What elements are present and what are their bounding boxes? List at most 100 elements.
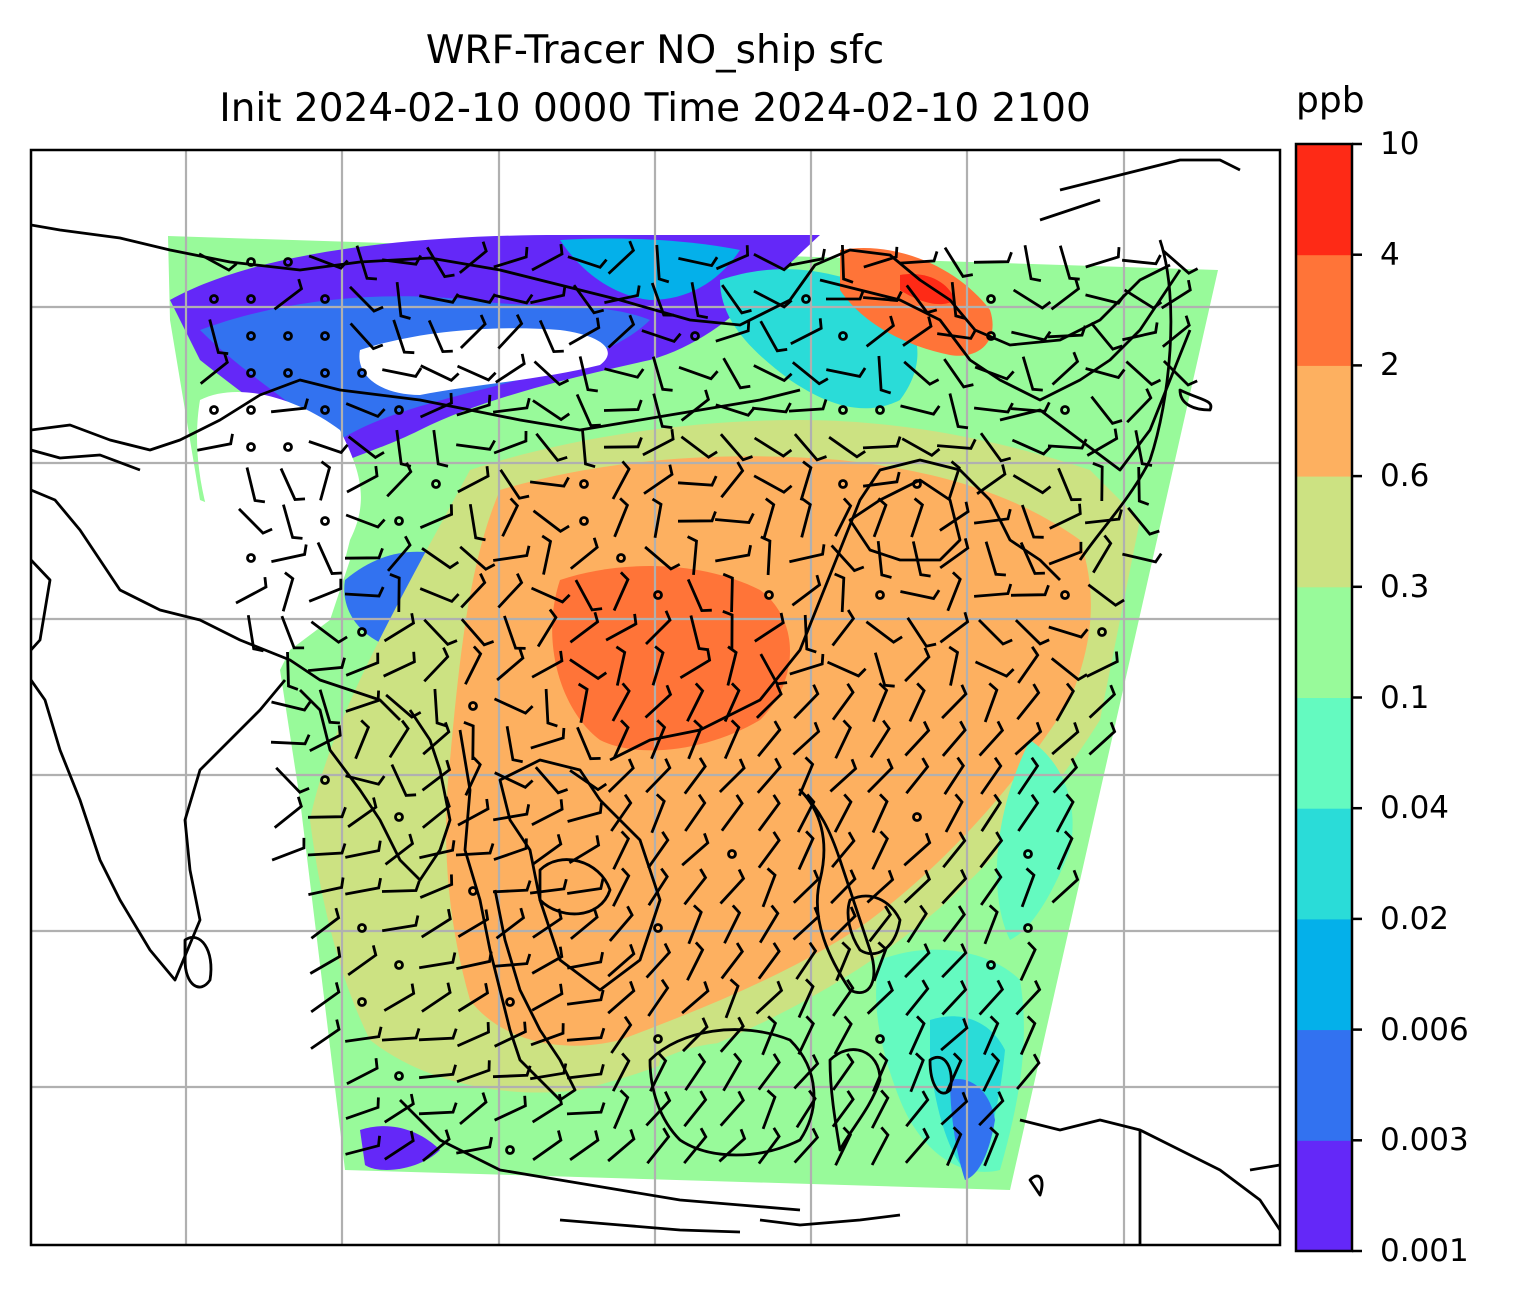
field-region-dark-orange-ne: [840, 248, 993, 356]
wind-barb: [531, 799, 564, 827]
wind-barb: [865, 620, 903, 644]
wind-barb: [345, 1097, 380, 1120]
wind-barb: [834, 1126, 853, 1166]
wind-barb: [904, 720, 931, 757]
wind-barb: [1056, 830, 1074, 871]
wind-barb: [569, 769, 608, 792]
wind-barb: [423, 618, 458, 646]
colorbar: [1296, 144, 1352, 1252]
calm-wind-marker: [912, 812, 922, 822]
wind-barb: [683, 757, 707, 795]
wind-barb: [345, 840, 382, 859]
wind-barb: [245, 467, 266, 504]
wind-barb: [456, 1060, 491, 1084]
wind-barb: [978, 720, 1005, 757]
wind-barb: [756, 757, 782, 794]
wind-barb: [345, 1135, 381, 1156]
calm-wind-marker: [653, 923, 663, 933]
wind-barb: [568, 835, 601, 864]
wind-barb: [983, 682, 999, 723]
wind-barb: [529, 1063, 568, 1081]
wind-barb: [647, 831, 670, 869]
wind-barb: [530, 727, 566, 750]
wind-barb: [1010, 401, 1051, 413]
wind-barb: [761, 1089, 777, 1130]
wind-barb: [834, 719, 852, 759]
wind-barb: [495, 353, 526, 384]
wind-barb: [456, 364, 497, 382]
wind-barb: [680, 435, 718, 459]
wind-barb: [909, 1052, 925, 1093]
wind-barb: [421, 796, 451, 829]
wind-barb: [197, 433, 234, 452]
wind-barb: [309, 725, 342, 752]
wind-barb: [270, 734, 311, 746]
wind-barb: [497, 572, 524, 609]
field-region-blank-west: [197, 391, 361, 640]
wind-barb: [1012, 474, 1052, 495]
wind-barb: [833, 793, 853, 833]
wind-barb: [607, 1129, 636, 1163]
wind-barb: [652, 393, 673, 429]
calm-wind-marker: [394, 516, 404, 526]
wind-barb: [686, 941, 705, 981]
wind-barb: [538, 319, 564, 354]
wind-barb: [381, 915, 420, 933]
wind-barb: [1052, 757, 1079, 794]
field-region-blue-south: [950, 1079, 995, 1180]
wind-barb: [943, 756, 965, 795]
wind-barb: [762, 497, 776, 538]
wind-barb: [345, 402, 386, 419]
wind-barb: [572, 284, 605, 315]
calm-wind-marker: [1023, 849, 1033, 859]
wind-barb: [280, 615, 305, 650]
wind-barb: [318, 689, 340, 725]
wind-barb: [418, 1102, 458, 1116]
wind-barb: [789, 248, 826, 267]
wind-barb: [271, 544, 308, 563]
wind-barb: [566, 1102, 606, 1116]
wind-barb: [753, 364, 793, 383]
wind-barb: [757, 1053, 781, 1091]
wind-barb: [937, 329, 977, 340]
wind-barb: [536, 608, 558, 648]
wind-barb: [870, 1089, 890, 1129]
colorbar-segment: [1296, 1140, 1352, 1252]
wind-barb: [946, 571, 962, 612]
wind-barb: [798, 756, 815, 797]
wind-barb: [757, 831, 781, 869]
wind-barb: [607, 240, 636, 275]
calm-wind-marker: [616, 553, 626, 563]
wind-barb: [604, 285, 641, 304]
wind-barbs: [197, 240, 1199, 1167]
wind-barb: [611, 460, 631, 500]
calm-wind-marker: [468, 886, 478, 896]
wind-barb: [976, 464, 1007, 495]
wind-barb: [646, 1127, 671, 1165]
wind-barb: [316, 541, 342, 575]
wind-barb: [980, 756, 1003, 795]
wind-barb: [941, 868, 968, 905]
wind-barb: [941, 684, 968, 720]
wind-barb: [381, 254, 422, 266]
wind-barb: [344, 547, 384, 560]
wind-barb: [347, 435, 385, 460]
wind-barb: [759, 320, 788, 353]
wind-barb: [349, 322, 384, 351]
wind-barb: [642, 429, 675, 457]
wind-barb: [1126, 388, 1153, 424]
wind-barb: [569, 1130, 600, 1161]
wind-barb: [494, 771, 534, 789]
wind-barb: [803, 614, 817, 654]
wind-barb: [457, 909, 490, 938]
wind-barb: [1055, 793, 1075, 833]
wind-barb: [753, 436, 793, 458]
wind-barb: [655, 244, 670, 284]
wind-barb: [529, 878, 568, 895]
wind-barb: [492, 880, 532, 894]
wind-barb: [948, 393, 969, 430]
wind-barb: [427, 319, 453, 354]
wind-barb: [983, 1126, 1000, 1167]
wind-barb: [941, 943, 968, 979]
wind-barb: [388, 719, 410, 759]
